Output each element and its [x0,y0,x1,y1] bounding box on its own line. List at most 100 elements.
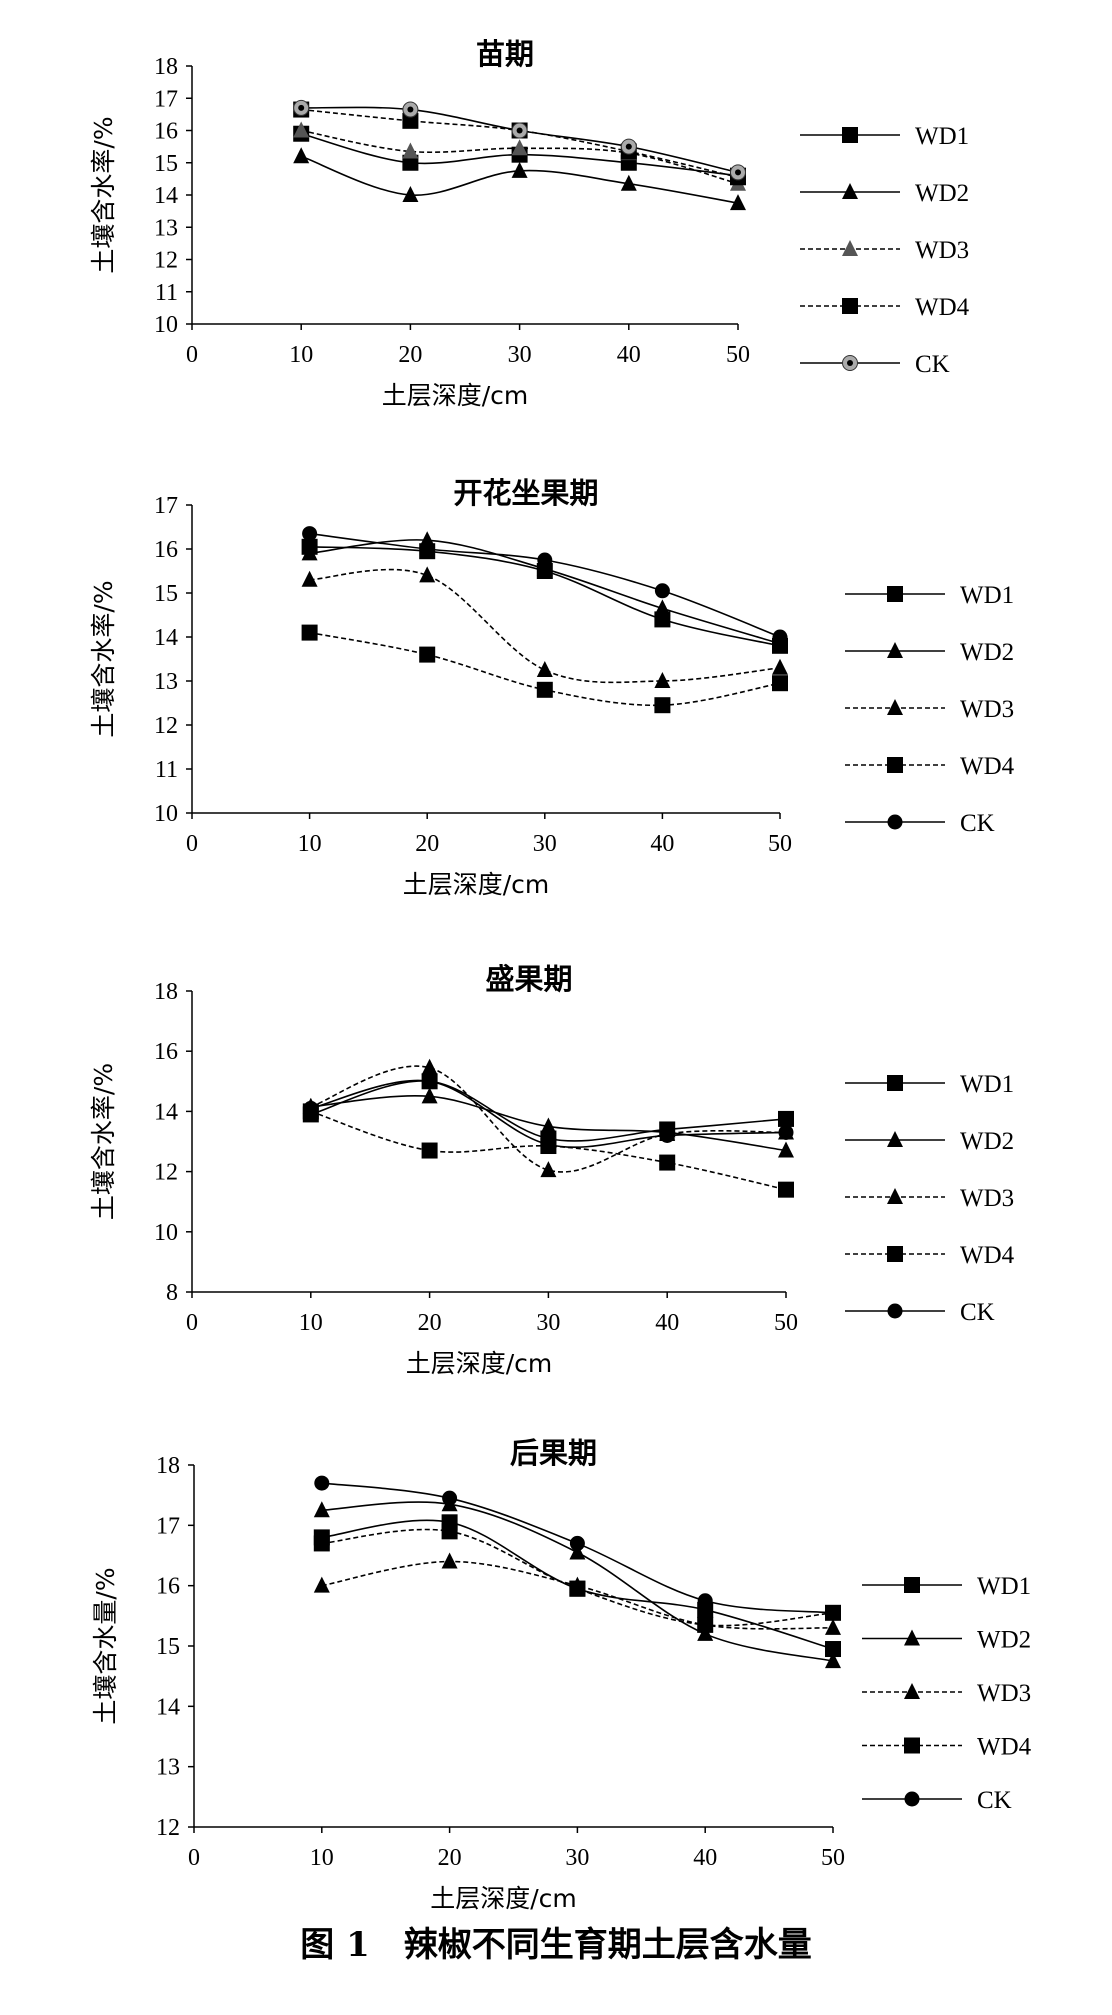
y-tick-label: 13 [154,215,178,241]
series-wd1 [302,1073,794,1147]
data-point [540,1137,556,1153]
y-tick-label: 18 [154,54,178,80]
data-point [303,1100,319,1116]
data-point [313,1535,330,1552]
y-tick-label: 17 [154,493,178,519]
y-tick-label: 11 [155,757,178,783]
x-axis-title: 土层深度/cm [430,1884,577,1913]
y-axis-title: 土壤含水量/% [91,1567,120,1724]
data-point [421,1087,438,1104]
data-point [301,544,318,561]
data-point [421,1142,438,1159]
data-point [402,154,419,171]
data-point [442,1490,458,1506]
legend-label: WD4 [977,1734,1032,1761]
x-tick-label: 40 [617,342,641,368]
y-tick-label: 15 [156,1634,180,1660]
data-point [825,1618,841,1635]
legend-marker-center [847,360,853,366]
data-point [778,1110,794,1127]
data-point [536,559,553,576]
data-point [569,1543,586,1560]
data-point [659,1127,675,1143]
legend-marker [887,1246,903,1262]
legend-item-wd1: WD1 [862,1573,1031,1600]
x-tick-label: 20 [415,831,439,857]
legend-item-wd2: WD2 [845,639,1014,666]
data-point [825,1605,841,1621]
x-tick-label: 20 [398,342,422,368]
legend-item-wd4: WD4 [862,1734,1032,1761]
data-point [778,1124,794,1140]
x-tick-label: 30 [536,1310,560,1336]
data-point [293,147,310,164]
y-tick-label: 16 [154,1039,178,1065]
data-point [301,624,318,641]
legend-marker [842,183,858,199]
legend-label: WD3 [960,696,1014,723]
legend-marker [887,642,903,658]
y-tick-label: 12 [154,1160,178,1186]
data-point [778,1141,794,1158]
legend-item-wd3: WD3 [862,1680,1031,1707]
legend-marker [904,1629,920,1646]
y-tick-label: 14 [154,1099,178,1125]
legend-label: WD1 [915,123,969,150]
data-point [441,1552,458,1569]
legend-item-wd4: WD4 [845,753,1015,780]
series-wd3 [301,566,788,688]
y-tick-label: 18 [156,1453,180,1479]
data-point-center [407,106,414,113]
data-point [402,112,419,129]
y-tick-label: 12 [156,1815,180,1841]
data-point [825,1652,841,1669]
legend-marker [887,814,903,830]
x-axis-title: 土层深度/cm [406,1349,553,1378]
data-point [537,552,553,568]
y-axis-title: 土壤含水率/% [89,580,118,737]
data-point [778,1181,794,1198]
y-tick-label: 17 [154,86,178,112]
legend-label: CK [960,810,995,837]
legend-label: WD3 [960,1185,1014,1212]
data-point-center [516,127,523,134]
y-tick-label: 18 [154,979,178,1005]
data-point [419,566,436,583]
data-point [313,1501,330,1518]
legend-marker [904,1737,920,1754]
legend-item-ck: CK [845,810,995,837]
series-ck [302,526,788,645]
legend-label: WD1 [960,1071,1014,1098]
legend-item-wd2: WD2 [800,180,969,207]
y-tick-label: 8 [166,1280,178,1306]
x-tick-label: 30 [565,1845,589,1871]
legend-label: WD4 [915,294,970,321]
legend-marker [842,127,858,143]
legend-label: CK [960,1299,995,1326]
x-tick-label: 50 [774,1310,798,1336]
x-tick-label: 40 [693,1845,717,1871]
x-tick-label: 10 [298,831,322,857]
x-tick-label: 50 [726,342,750,368]
data-point [421,1058,438,1075]
data-point [422,1073,438,1089]
data-point [293,121,310,138]
legend-marker [887,757,903,773]
data-point [314,1475,330,1491]
legend-label: WD1 [960,582,1014,609]
legend-item-wd3: WD3 [845,1185,1014,1212]
data-point [511,161,528,178]
legend-item-wd3: WD3 [845,696,1014,723]
x-tick-label: 10 [299,1310,323,1336]
legend-label: CK [977,1787,1012,1814]
data-point [302,526,318,542]
legend-marker [904,1577,920,1593]
legend-label: WD1 [977,1573,1031,1600]
legend-marker [904,1791,920,1807]
y-tick-label: 11 [155,280,178,306]
legend-item-wd1: WD1 [800,123,969,150]
data-point [772,658,788,675]
series-line [310,1065,787,1173]
